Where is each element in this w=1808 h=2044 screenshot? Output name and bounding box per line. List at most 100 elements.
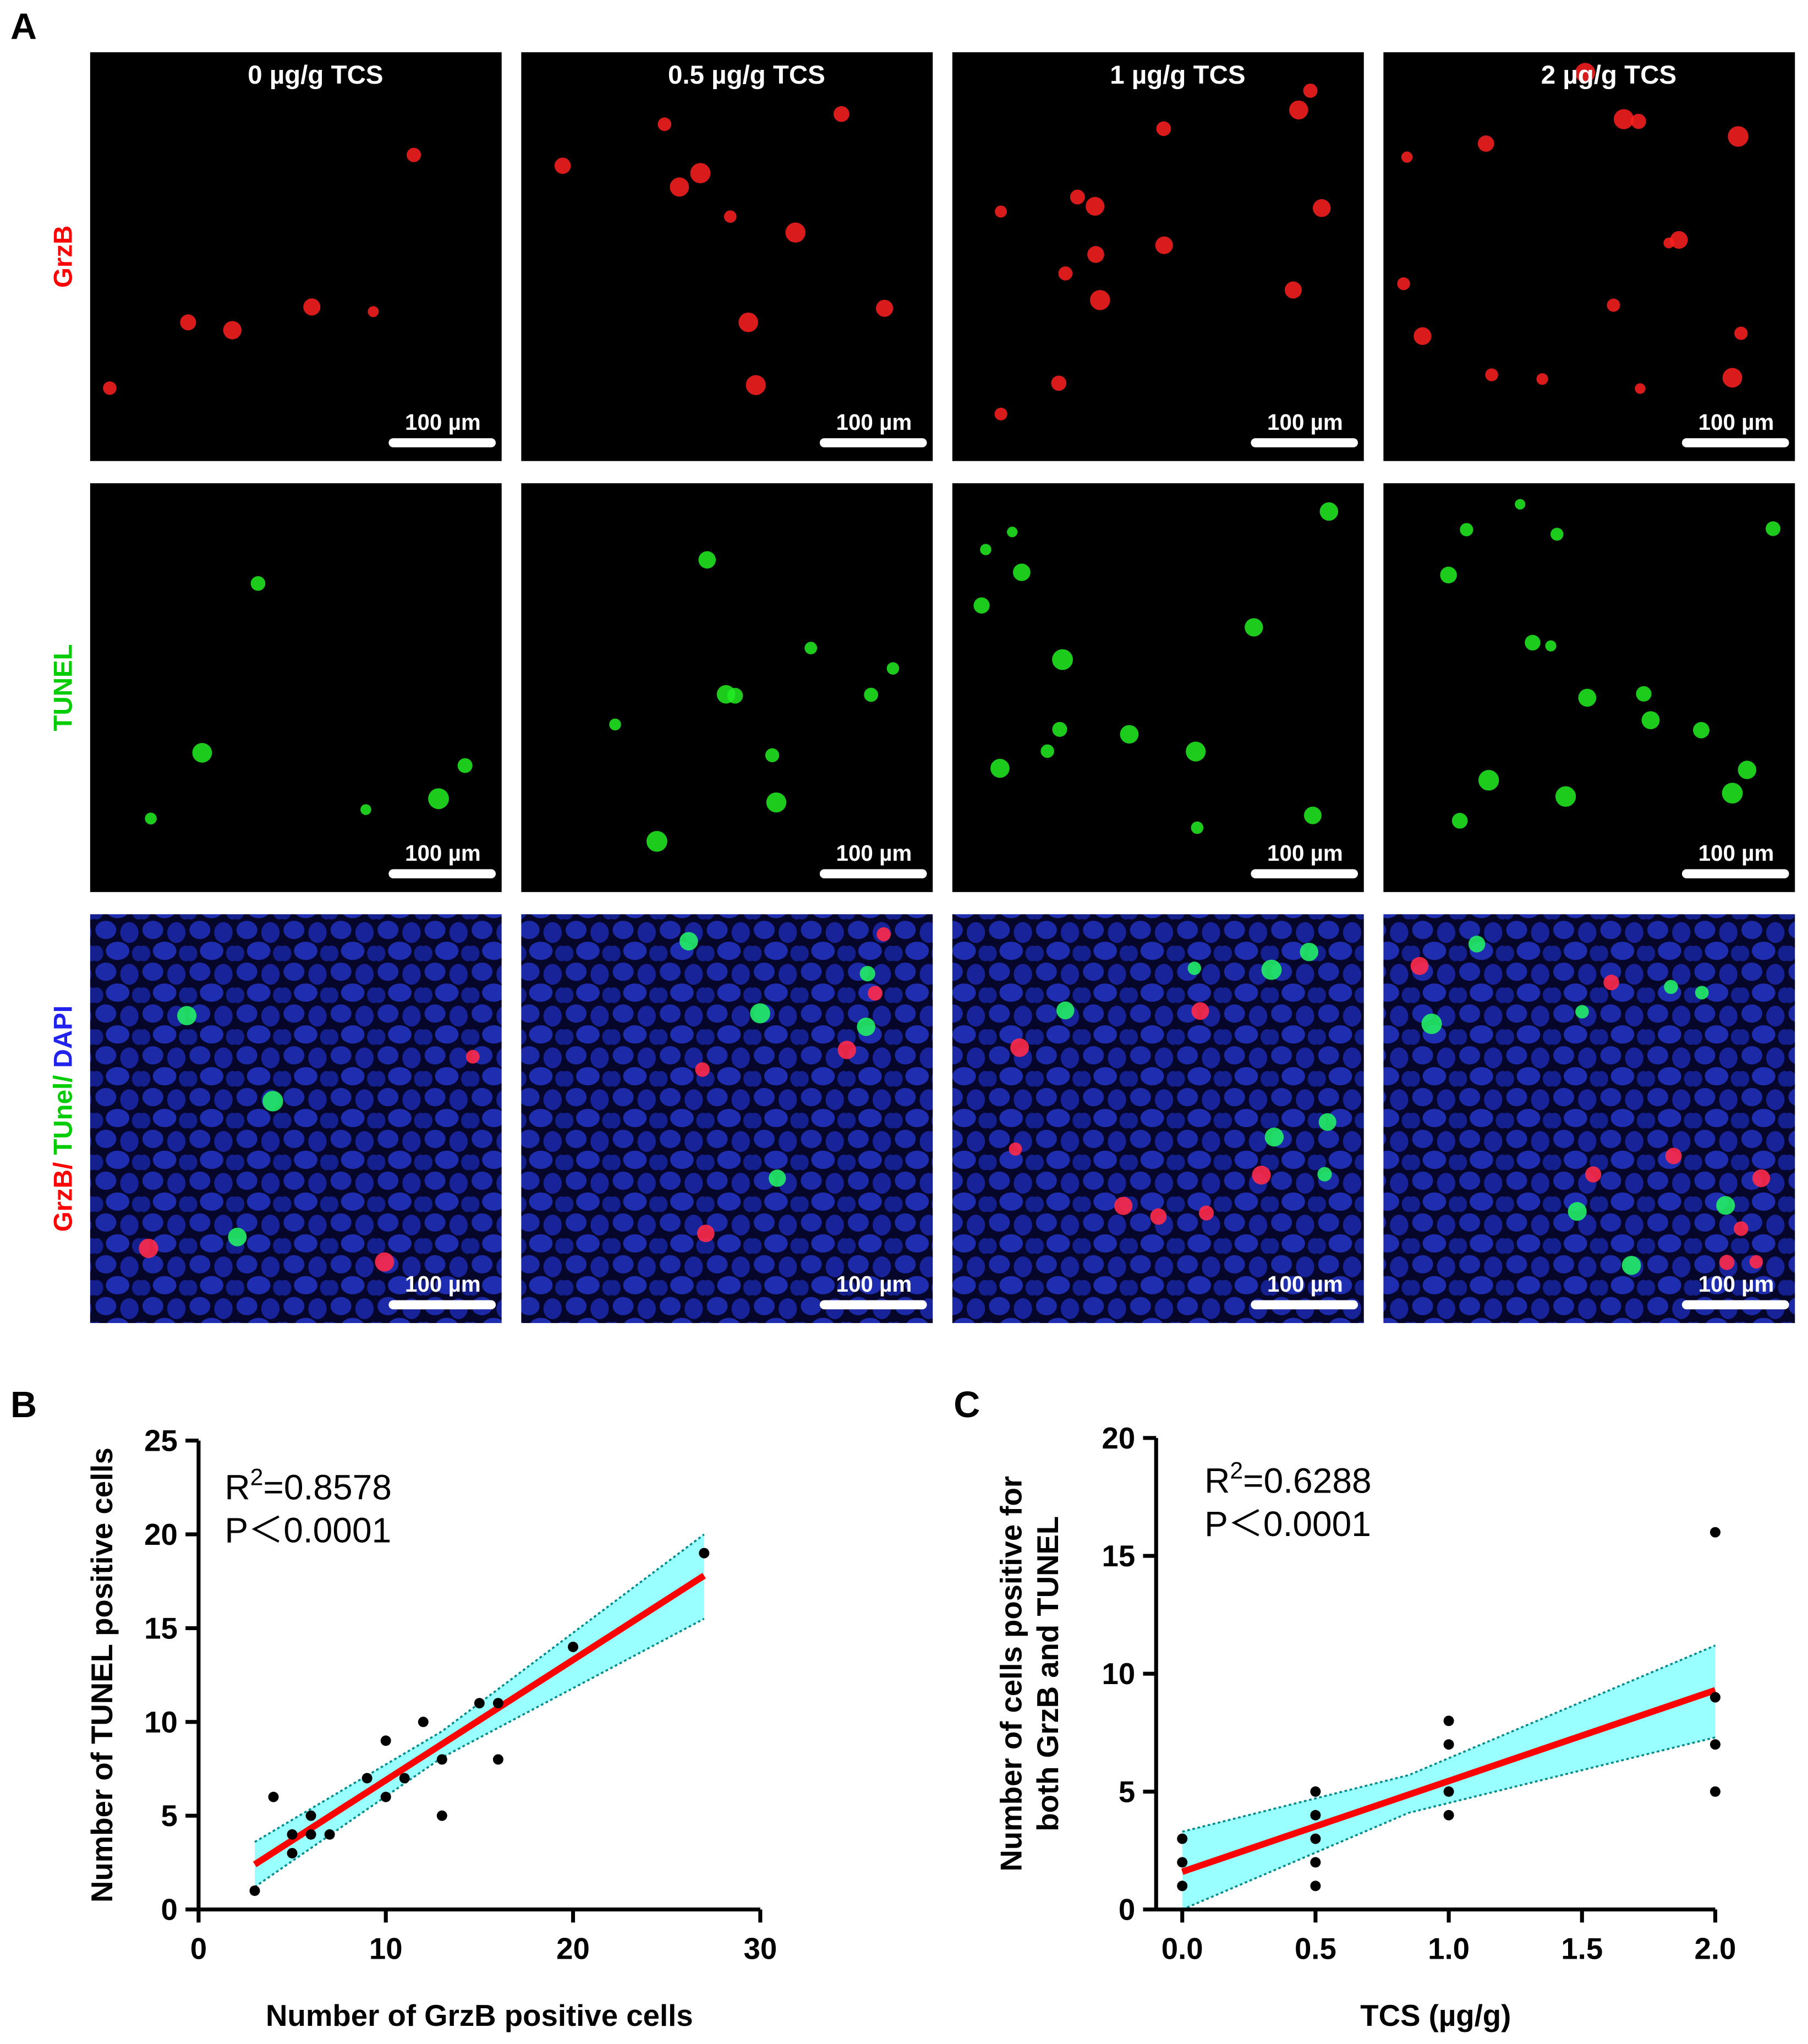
y-tick-label: 10 bbox=[1102, 1657, 1136, 1691]
cell-spot bbox=[1410, 957, 1429, 975]
cell-spot bbox=[876, 299, 894, 317]
cell-spot bbox=[990, 758, 1010, 778]
r-squared-sup: 2 bbox=[250, 1464, 264, 1490]
scale-bar-label: 100 µm bbox=[1699, 1271, 1774, 1297]
x-tick-label: 2.0 bbox=[1694, 1932, 1736, 1966]
cell-spot bbox=[1621, 1255, 1641, 1275]
cell-spot bbox=[1261, 959, 1282, 980]
y-tick-label: 5 bbox=[1119, 1775, 1135, 1808]
cell-spot bbox=[658, 117, 672, 132]
cell-spot bbox=[1575, 1005, 1589, 1019]
cell-spot bbox=[262, 1091, 283, 1112]
confidence-band bbox=[254, 1534, 704, 1887]
cell-spot bbox=[727, 687, 743, 704]
cell-spot bbox=[1413, 327, 1432, 345]
cell-spot bbox=[1607, 298, 1620, 312]
cell-spot bbox=[1012, 563, 1031, 581]
cell-spot bbox=[1051, 375, 1067, 391]
scale-bar-label: 100 µm bbox=[1267, 1271, 1343, 1297]
row-label: GrzB bbox=[49, 226, 78, 288]
cell-spot bbox=[1303, 806, 1322, 824]
scale-bar-label: 100 µm bbox=[1699, 409, 1774, 435]
data-point bbox=[1177, 1881, 1188, 1892]
cell-spot bbox=[375, 1252, 395, 1272]
confidence-edge bbox=[1182, 1644, 1716, 1833]
cell-spot bbox=[228, 1227, 247, 1247]
x-tick-label: 0.0 bbox=[1161, 1932, 1203, 1966]
cell-spot bbox=[886, 662, 900, 675]
r-squared-value: =0.8578 bbox=[263, 1467, 391, 1507]
cell-spot bbox=[1555, 786, 1576, 807]
x-tick-label: 20 bbox=[556, 1932, 590, 1966]
cell-spot bbox=[1401, 151, 1413, 163]
cell-spot bbox=[180, 314, 196, 331]
r-squared-base: R bbox=[224, 1467, 250, 1507]
cell-spot bbox=[1575, 63, 1596, 83]
data-point bbox=[1443, 1715, 1454, 1726]
row-label: TUNEL bbox=[49, 644, 78, 731]
cell-spot bbox=[1317, 1167, 1332, 1182]
cell-spot bbox=[1478, 770, 1499, 791]
cell-spot bbox=[177, 1005, 197, 1026]
cell-spot bbox=[1010, 1038, 1029, 1057]
cell-spot bbox=[1090, 289, 1110, 310]
cell-spot bbox=[1603, 975, 1619, 991]
y-tick-label: 25 bbox=[144, 1424, 178, 1458]
panel-label: A bbox=[10, 7, 37, 47]
micrograph bbox=[952, 52, 1364, 461]
micrograph bbox=[1383, 483, 1795, 892]
cell-spot bbox=[223, 321, 242, 340]
data-point bbox=[1310, 1833, 1321, 1844]
data-point bbox=[399, 1773, 410, 1784]
cell-spot bbox=[766, 792, 787, 813]
cell-spot bbox=[1303, 83, 1318, 98]
cell-spot bbox=[1009, 1142, 1022, 1156]
row-label-part: DAPI bbox=[49, 1005, 78, 1075]
cell-spot bbox=[1421, 1013, 1442, 1034]
cell-spot bbox=[746, 375, 766, 395]
cell-spot bbox=[1670, 231, 1688, 249]
cell-spot bbox=[1749, 1255, 1763, 1269]
scale-bar-label: 100 µm bbox=[836, 840, 912, 866]
cell-spot bbox=[465, 1050, 480, 1064]
cell-spot bbox=[250, 576, 266, 591]
cell-spot bbox=[1198, 1205, 1214, 1221]
y-tick-label: 0 bbox=[1119, 1893, 1135, 1927]
confidence-edge bbox=[254, 1617, 705, 1888]
cell-spot bbox=[697, 1225, 715, 1242]
cell-spot bbox=[1722, 368, 1743, 388]
cell-spot bbox=[1007, 527, 1018, 538]
data-point bbox=[1710, 1786, 1721, 1797]
cell-spot bbox=[837, 1041, 856, 1059]
cell-spot bbox=[724, 210, 737, 223]
data-point bbox=[1443, 1739, 1454, 1750]
cell-spot bbox=[1568, 1202, 1587, 1221]
cell-spot bbox=[1665, 1147, 1682, 1165]
x-axis-label: Number of GrzB positive cells bbox=[266, 1999, 693, 2032]
scale-bar-label: 100 µm bbox=[1267, 409, 1343, 435]
x-tick-label: 0.5 bbox=[1295, 1932, 1336, 1966]
data-point bbox=[1310, 1810, 1321, 1821]
cell-spot bbox=[1716, 1196, 1735, 1215]
data-point bbox=[324, 1829, 335, 1840]
cell-spot bbox=[1525, 635, 1541, 651]
data-point bbox=[474, 1698, 485, 1709]
cell-spot bbox=[750, 1003, 770, 1024]
cell-spot bbox=[1191, 821, 1204, 834]
data-point bbox=[699, 1548, 710, 1559]
cell-spot bbox=[1752, 1169, 1771, 1188]
cell-spot bbox=[876, 927, 891, 942]
data-point bbox=[287, 1829, 298, 1840]
cell-spot bbox=[1114, 1196, 1133, 1215]
cell-spot bbox=[1635, 383, 1646, 394]
cell-spot bbox=[1284, 281, 1302, 299]
data-point bbox=[1310, 1857, 1321, 1868]
x-tick-label: 1.0 bbox=[1428, 1932, 1470, 1966]
scale-bar-label: 100 µm bbox=[405, 1271, 481, 1297]
column-title: 0.5 µg/g TCS bbox=[668, 61, 825, 90]
cell-spot bbox=[1734, 1221, 1749, 1236]
cell-spot bbox=[1578, 688, 1597, 707]
y-tick-label: 20 bbox=[144, 1518, 178, 1551]
data-point bbox=[361, 1773, 372, 1784]
cell-spot bbox=[1451, 813, 1468, 829]
